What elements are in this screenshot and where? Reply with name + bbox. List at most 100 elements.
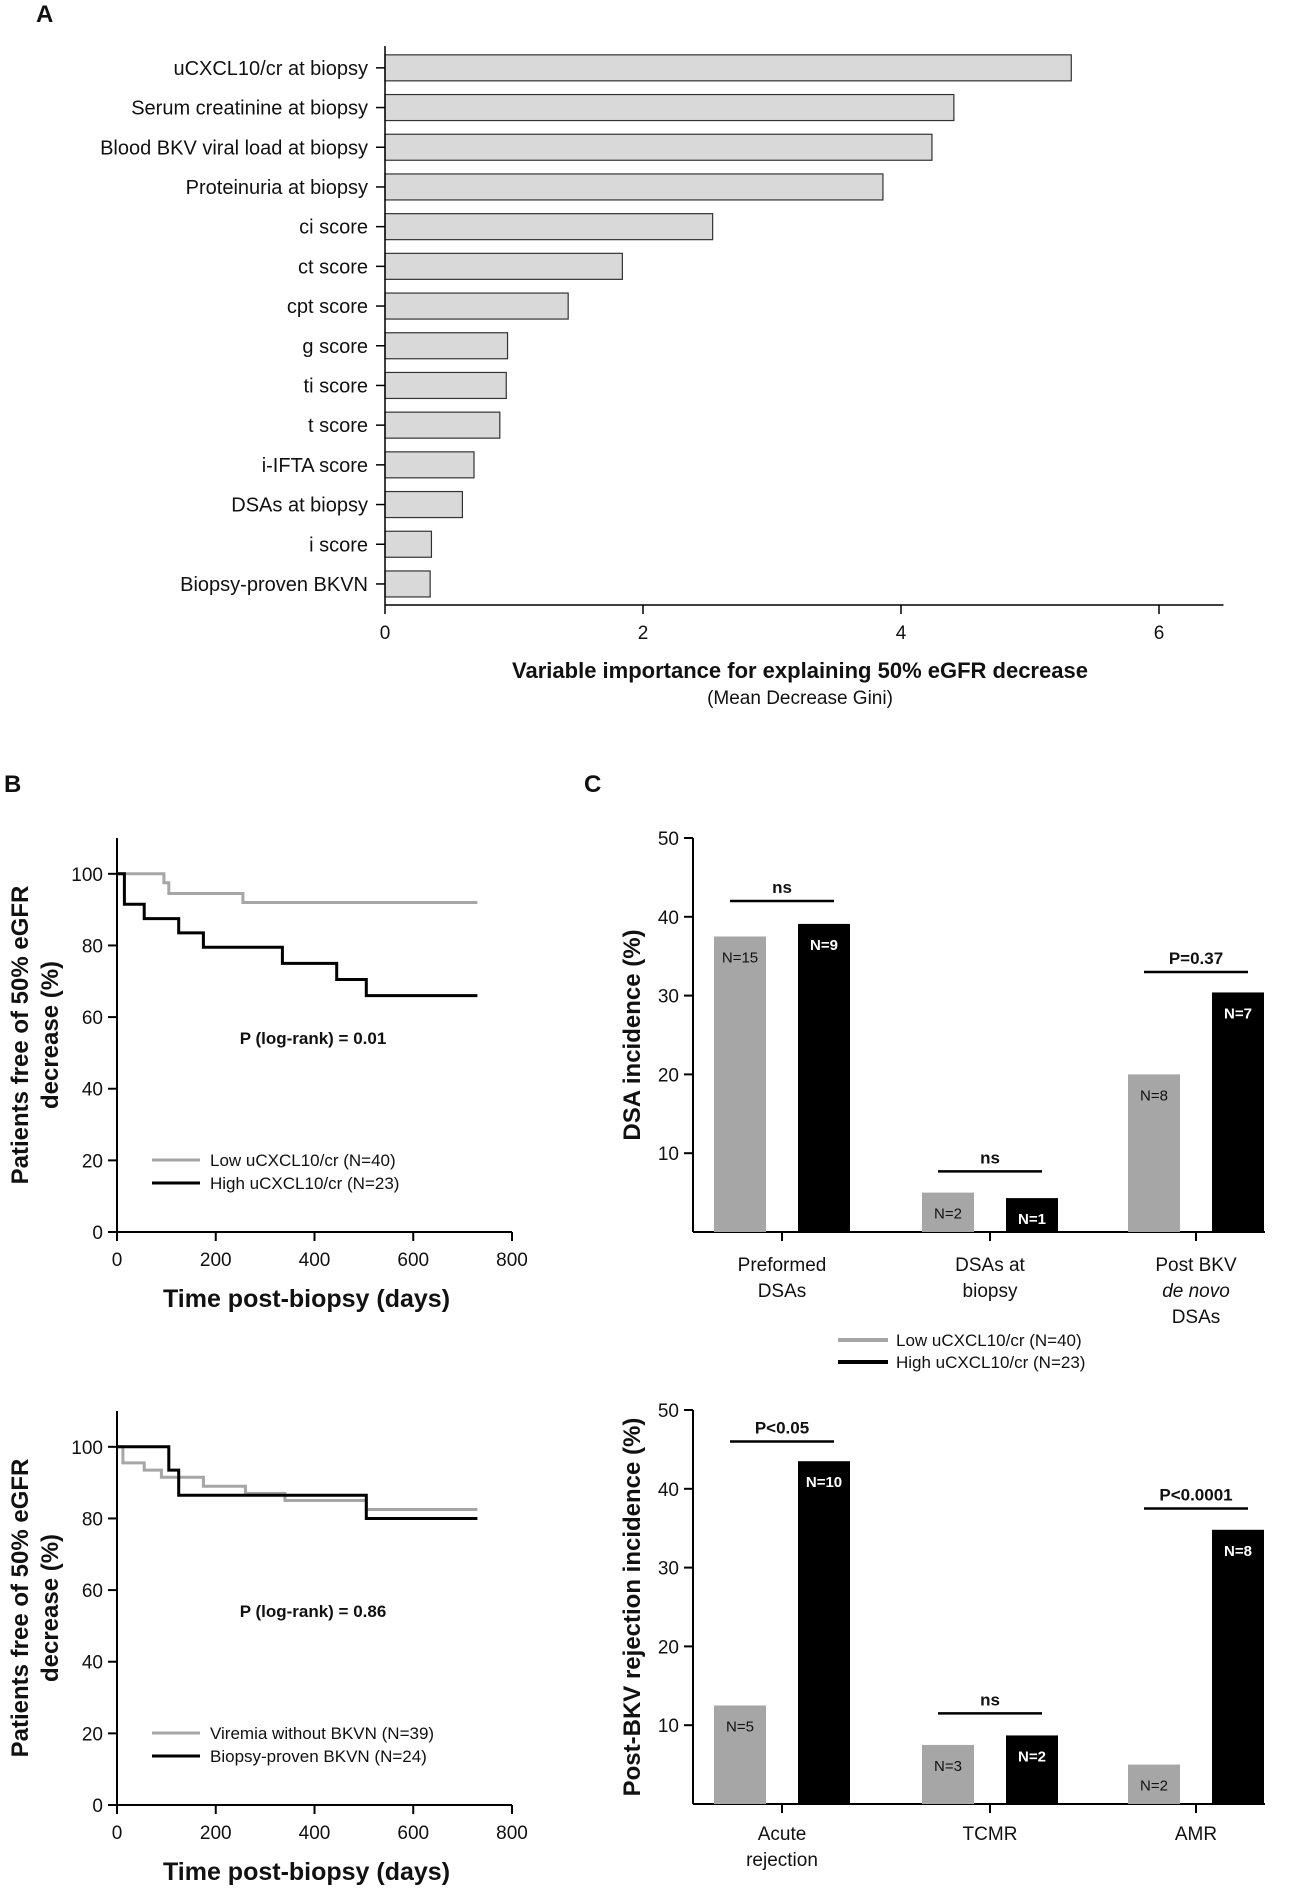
sig-label-1: ns (980, 1690, 1000, 1709)
category-label-8: ti score (304, 375, 368, 397)
y-tick-label-1: 20 (658, 1637, 679, 1658)
km-series-1 (117, 872, 478, 998)
x-tick-label-0: 0 (380, 623, 391, 644)
y-tick-label-1: 20 (658, 1065, 679, 1086)
y-tick-label-2: 40 (82, 1653, 103, 1674)
x-tick-label-0: 0 (112, 1250, 123, 1271)
n-label-1-0: N=9 (810, 937, 838, 954)
y-tick-label-4: 50 (658, 1401, 679, 1422)
y-axis-title-line2: decrease (%) (37, 961, 64, 1109)
y-tick-label-1: 20 (82, 1724, 103, 1745)
category-label-2-0: AMR (1175, 1824, 1217, 1845)
category-label-9: t score (308, 415, 368, 437)
y-axis-title-line1: Patients free of 50% eGFR (7, 886, 34, 1185)
y-axis-title: DSA incidence (%) (619, 929, 646, 1140)
category-label-13: Biopsy-proven BKVN (180, 574, 368, 596)
n-label-0-1: N=3 (934, 1758, 962, 1775)
category-label-12: i score (309, 534, 368, 556)
bar-6 (384, 292, 569, 320)
y-tick-label-1: 20 (82, 1151, 103, 1172)
x-tick-label-4: 800 (496, 1823, 528, 1844)
bar-0 (384, 54, 1072, 82)
bar-2 (384, 133, 933, 161)
y-tick-label-4: 50 (658, 829, 679, 850)
category-label-0-0: Acute (758, 1824, 807, 1845)
bar-1-2 (1212, 992, 1264, 1232)
n-label-0-1: N=2 (934, 1206, 962, 1223)
km-series-0 (117, 1445, 478, 1511)
y-axis-title: Post-BKV rejection incidence (%) (619, 1418, 646, 1797)
category-label-2-2: DSAs (1172, 1307, 1221, 1328)
bar-4 (384, 213, 714, 241)
category-label-2: Blood BKV viral load at biopsy (100, 137, 368, 159)
y-tick-label-3: 40 (658, 908, 679, 929)
n-label-0-0: N=5 (726, 1719, 754, 1736)
category-label-3: Proteinuria at biopsy (186, 177, 368, 199)
bar-0-0 (714, 936, 766, 1232)
sig-label-2: P=0.37 (1169, 949, 1223, 968)
y-tick-label-4: 80 (82, 936, 103, 957)
category-label-0-1: DSAs (758, 1281, 807, 1302)
n-label-1-0: N=10 (806, 1474, 842, 1491)
y-tick-label-2: 30 (658, 1559, 679, 1580)
y-tick-label-0: 10 (658, 1144, 679, 1165)
panel-label-b: B (4, 771, 21, 798)
x-axis-title: Variable importance for explaining 50% e… (512, 658, 1088, 683)
y-axis-title-line1: Patients free of 50% eGFR (7, 1459, 34, 1758)
n-label-1-1: N=2 (1018, 1748, 1046, 1765)
y-tick-label-3: 60 (82, 1008, 103, 1029)
rejection-incidence-chart: 10 20 30 40 50 Acute rejection TCMR AMR N=5 N=3 N=2… (619, 1401, 1265, 1871)
y-tick-label-5: 100 (71, 1438, 103, 1459)
n-label-1-1: N=1 (1018, 1211, 1046, 1228)
sig-label-2: P<0.0001 (1159, 1486, 1232, 1505)
x-tick-label-3: 6 (1154, 623, 1165, 644)
category-label-7: g score (302, 336, 368, 358)
bar-5 (384, 252, 623, 280)
sig-label-0: P<0.05 (755, 1419, 809, 1438)
logrank-annotation: P (log-rank) = 0.86 (240, 1602, 387, 1621)
y-axis-title-line2: decrease (%) (37, 1534, 64, 1682)
km-series-0 (117, 872, 478, 904)
km-series-1 (117, 1445, 478, 1520)
x-tick-label-1: 200 (200, 1250, 232, 1271)
x-tick-label-4: 800 (496, 1250, 528, 1271)
logrank-annotation: P (log-rank) = 0.01 (240, 1029, 387, 1048)
x-tick-label-3: 600 (397, 1250, 429, 1271)
category-label-6: cpt score (287, 296, 368, 318)
bar-8 (384, 371, 507, 400)
bar-3 (384, 173, 884, 201)
n-label-0-2: N=8 (1140, 1087, 1168, 1104)
bar-7 (384, 332, 509, 360)
category-label-1-0: DSAs at (955, 1255, 1025, 1276)
bar-12 (384, 530, 433, 558)
sig-label-0: ns (772, 878, 792, 897)
x-tick-label-0: 0 (112, 1823, 123, 1844)
legend-label-0: Low uCXCL10/cr (N=40) (896, 1331, 1082, 1350)
bar-1-1 (1006, 1735, 1058, 1804)
sig-label-1: ns (980, 1148, 1000, 1167)
legend-label-0: Low uCXCL10/cr (N=40) (210, 1151, 396, 1170)
bar-0-1 (922, 1744, 974, 1804)
bar-1-2 (1212, 1529, 1264, 1804)
category-label-0-1: rejection (746, 1850, 818, 1871)
y-tick-label-5: 100 (71, 865, 103, 886)
x-tick-label-1: 200 (200, 1823, 232, 1844)
bar-13 (384, 570, 431, 598)
bar-10 (384, 451, 475, 479)
y-tick-label-4: 80 (82, 1509, 103, 1530)
panel-label-a: A (36, 1, 53, 28)
legend-label-0: Viremia without BKVN (N=39) (210, 1724, 434, 1743)
x-tick-label-1: 2 (638, 623, 649, 644)
category-label-1: Serum creatinine at biopsy (131, 98, 368, 120)
bar-1-0 (798, 1461, 850, 1804)
y-tick-label-3: 60 (82, 1581, 103, 1602)
y-tick-label-0: 0 (92, 1796, 103, 1817)
category-label-5: ct score (298, 256, 368, 278)
n-label-1-2: N=7 (1224, 1005, 1252, 1022)
dsa-incidence-chart: 10 20 30 40 50 Preformed DSAs DSAs at biopsy Post… (619, 829, 1265, 1372)
bar-11 (384, 490, 464, 519)
bar-0-1 (922, 1192, 974, 1232)
x-axis-title: Time post-biopsy (days) (163, 1285, 450, 1313)
y-tick-label-0: 0 (92, 1223, 103, 1244)
